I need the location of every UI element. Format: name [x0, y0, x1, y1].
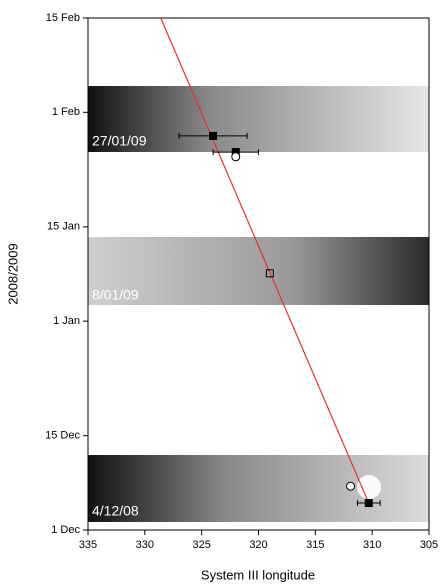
x-tick-label: 305	[420, 539, 438, 551]
y-tick-label: 1 Dec	[51, 524, 80, 536]
point	[231, 152, 241, 162]
x-tick-label: 330	[136, 539, 154, 551]
y-tick-label: 1 Jan	[53, 315, 80, 327]
x-axis-label: System III longitude	[201, 567, 315, 582]
x-tick-label: 320	[249, 539, 267, 551]
point	[265, 269, 274, 278]
y-tick-label: 15 Feb	[46, 12, 80, 24]
image-feature	[357, 475, 381, 499]
x-tick-label: 310	[363, 539, 381, 551]
image-band	[88, 237, 429, 305]
point	[364, 499, 373, 508]
point	[346, 481, 356, 491]
y-axis-label: 2008/2009	[5, 243, 20, 304]
fit-line	[160, 17, 370, 504]
y-tick-label: 15 Dec	[45, 430, 80, 442]
y-tick-label: 1 Feb	[52, 106, 80, 118]
annotation: 4/12/08	[92, 503, 139, 519]
x-tick-label: 325	[192, 539, 210, 551]
x-tick-label: 315	[306, 539, 324, 551]
annotation: 8/01/09	[92, 287, 139, 303]
y-tick-label: 15 Jan	[47, 221, 80, 233]
annotation: 27/01/09	[92, 133, 147, 149]
point	[209, 131, 218, 140]
image-band	[88, 86, 429, 152]
x-tick-label: 335	[79, 539, 97, 551]
